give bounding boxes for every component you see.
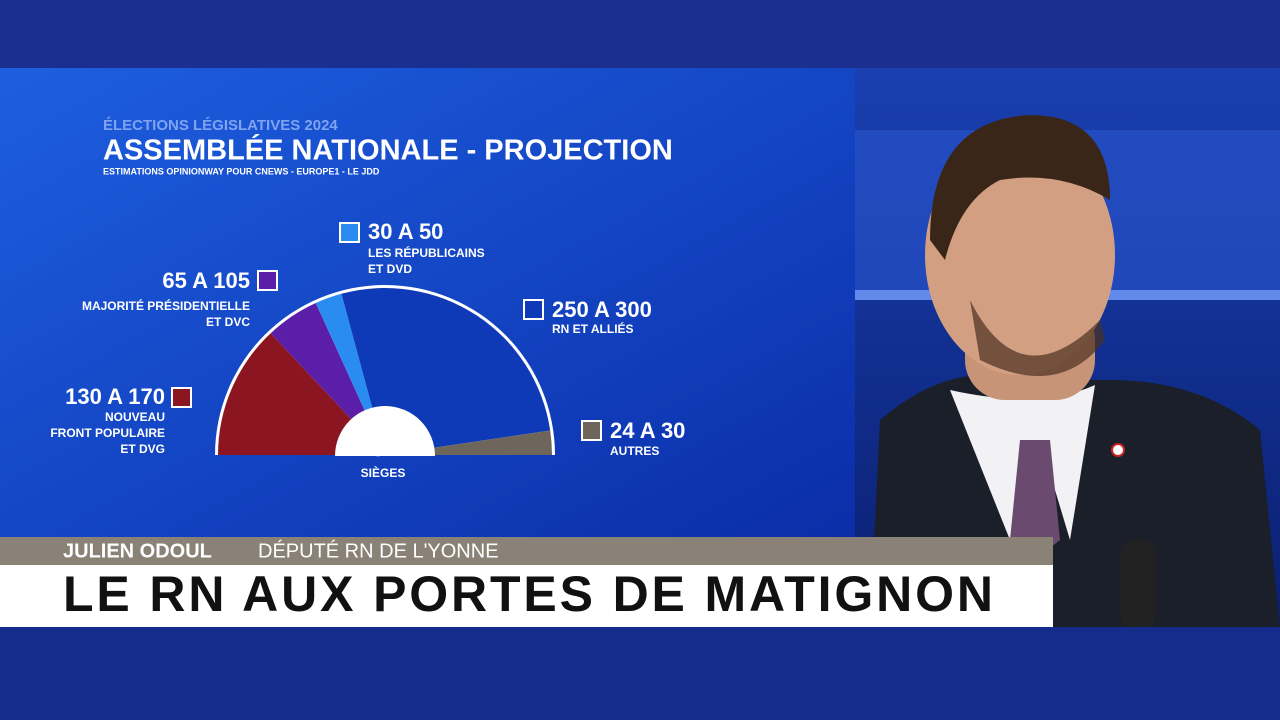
headline-bar	[0, 565, 1053, 627]
graphic-title: ASSEMBLÉE NATIONALE - PROJECTION	[103, 133, 673, 167]
seat-segment	[270, 303, 366, 421]
seat-range: 30 A 50	[368, 219, 443, 244]
microphone	[1120, 540, 1156, 630]
top-band	[0, 0, 1280, 68]
speaker-name: JULIEN ODOUL	[63, 540, 212, 562]
party-name: LES RÉPUBLICAINS	[368, 245, 485, 260]
party-name: MAJORITÉ PRÉSIDENTIELLE	[82, 298, 250, 313]
party-name: ET DVG	[120, 442, 165, 456]
headline: LE RN AUX PORTES DE MATIGNON	[63, 566, 993, 622]
beard	[970, 300, 1105, 376]
total-label: SIÈGES	[361, 465, 406, 480]
party-name: ET DVC	[206, 315, 250, 329]
party-name: ET DVD	[368, 262, 412, 276]
name-strip	[0, 537, 1053, 565]
party-name: NOUVEAU	[105, 410, 165, 424]
bottom-band	[0, 627, 1280, 720]
seat-range: 250 A 300	[552, 297, 652, 322]
legend-swatch	[523, 299, 544, 320]
party-name: RN ET ALLIÉS	[552, 321, 634, 336]
kicker: ÉLECTIONS LÉGISLATIVES 2024	[103, 117, 338, 134]
lapel-pin	[1111, 443, 1125, 457]
hemicycle-center	[335, 406, 435, 456]
speaker-role: DÉPUTÉ RN DE L'YONNE	[258, 539, 499, 562]
seat-segment	[315, 293, 373, 413]
seat-segment	[218, 333, 353, 455]
source: ESTIMATIONS OPINIONWAY POUR CNEWS - EURO…	[103, 166, 380, 176]
seat-range: 24 A 30	[610, 418, 685, 443]
video-feed	[855, 68, 1280, 630]
legend-swatch	[257, 270, 278, 291]
legend-swatch	[581, 420, 602, 441]
party-name: FRONT POPULAIRE	[50, 426, 165, 440]
hemicycle	[215, 285, 555, 456]
tie	[1010, 440, 1060, 560]
party-name: AUTRES	[610, 444, 659, 458]
seat-range: 65 A 105	[162, 268, 250, 293]
total-seats: 577	[370, 432, 415, 462]
legend-swatch	[171, 387, 192, 408]
seat-segment	[431, 430, 552, 455]
seat-range: 130 A 170	[65, 384, 165, 409]
legend-swatch	[339, 222, 360, 243]
hair	[930, 115, 1110, 260]
